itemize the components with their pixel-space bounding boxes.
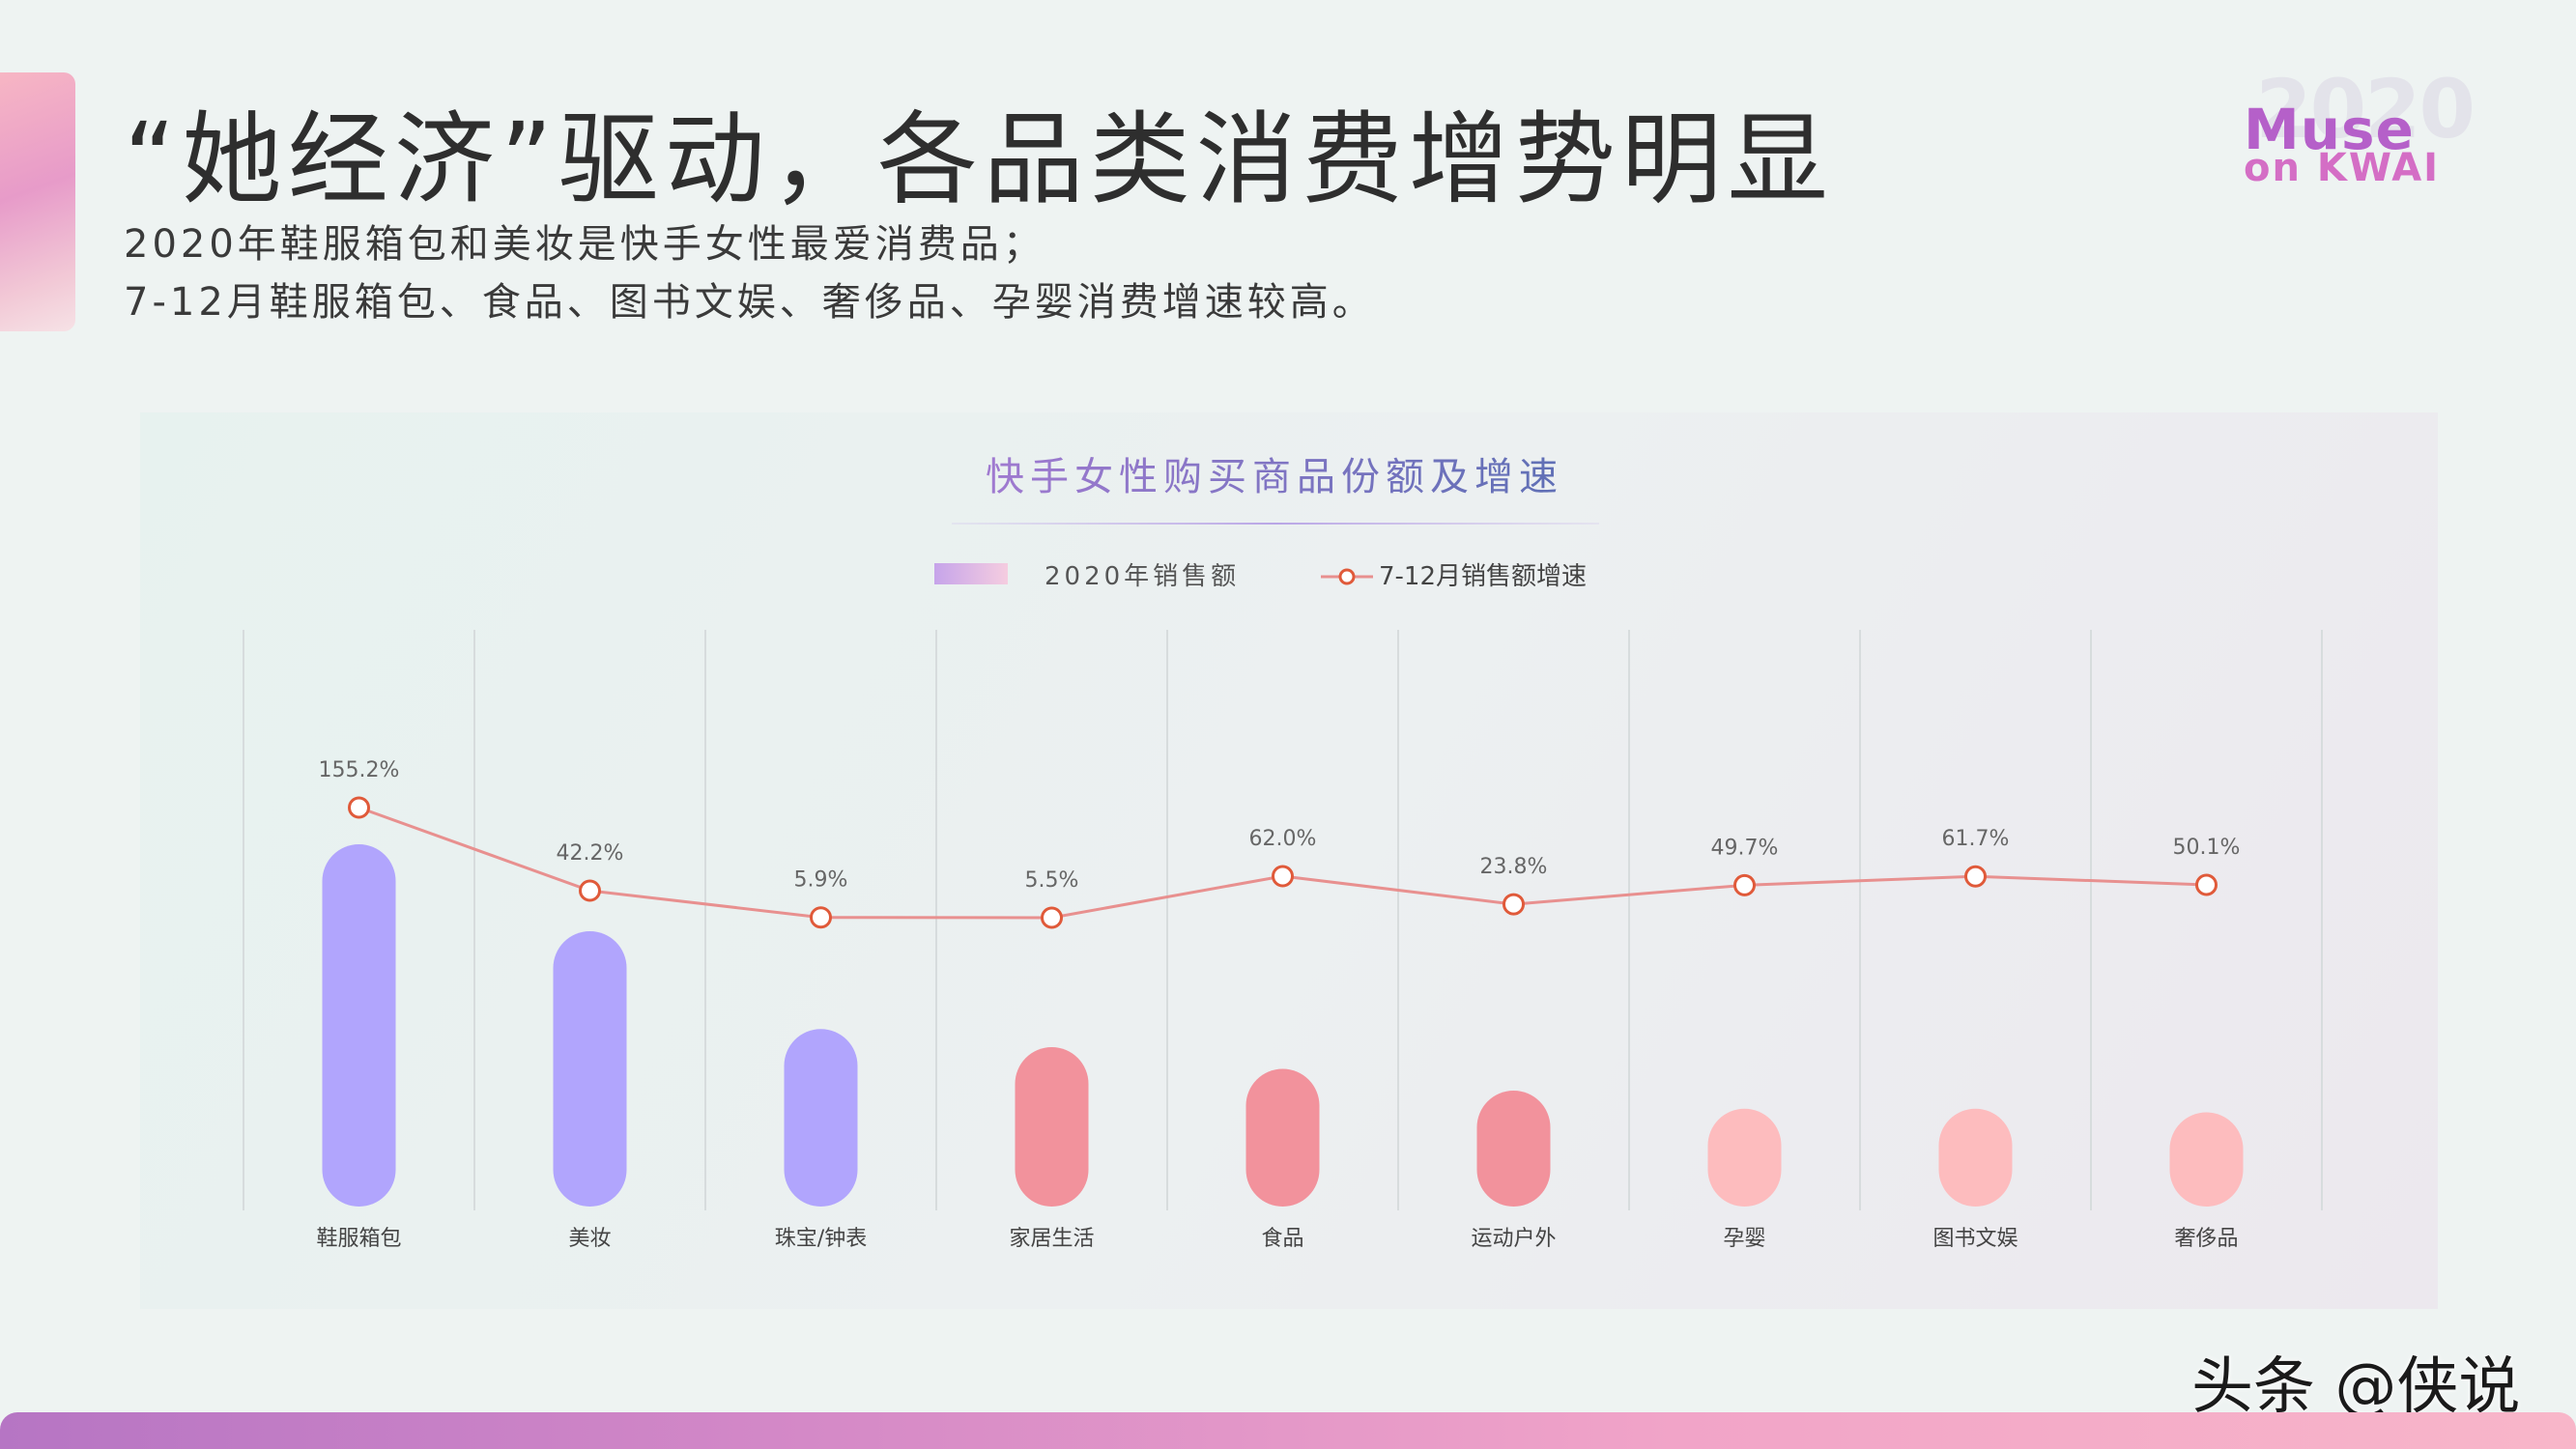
- rate-marker: [1964, 865, 1987, 888]
- rate-marker: [1041, 906, 1063, 929]
- rate-marker: [579, 879, 601, 902]
- rate-data-label: 42.2%: [557, 841, 624, 866]
- rate-data-label: 49.7%: [1711, 836, 1779, 860]
- x-tick-label: 奢侈品: [2174, 1227, 2238, 1251]
- legend-bar-swatch: [934, 563, 1008, 584]
- bar: [553, 931, 627, 1207]
- rate-data-label: 61.7%: [1942, 827, 2010, 851]
- rate-marker: [1272, 865, 1294, 888]
- bar: [1938, 1108, 2013, 1207]
- subtitle-line-1: 2020年鞋服箱包和美妆是快手女性最爱消费品；: [124, 222, 1045, 267]
- bar: [784, 1029, 858, 1207]
- legend-line-marker: [1338, 568, 1356, 585]
- chart-title-underline: [952, 523, 1599, 525]
- rate-data-label: 62.0%: [1249, 827, 1317, 851]
- rate-data-label: 5.9%: [794, 868, 848, 893]
- muse-on-kwai-logo: 2020 Muse on KWAI: [2240, 66, 2481, 191]
- logo-year: 2020: [2255, 62, 2476, 156]
- rate-marker: [2195, 873, 2218, 896]
- bar: [322, 844, 396, 1207]
- bottom-gradient-bar: [0, 1412, 2576, 1449]
- rate-data-label: 155.2%: [319, 758, 400, 782]
- left-accent-decoration: [0, 72, 75, 331]
- x-tick-label: 珠宝/钟表: [775, 1227, 867, 1251]
- bar: [1245, 1068, 1320, 1207]
- watermark: 头条 @侠说: [2191, 1351, 2521, 1423]
- x-tick-label: 运动户外: [1471, 1227, 1556, 1251]
- chart-panel: 快手女性购买商品份额及增速 2020年销售额 7-12月销售额增速 155.2%…: [140, 412, 2438, 1309]
- rate-data-label: 23.8%: [1480, 855, 1548, 879]
- x-tick-label: 鞋服箱包: [316, 1227, 401, 1251]
- bar: [1015, 1047, 1089, 1207]
- rate-marker: [810, 906, 832, 929]
- page-subtitle: 2020年鞋服箱包和美妆是快手女性最爱消费品； 7-12月鞋服箱包、食品、图书文…: [124, 215, 1375, 331]
- logo-kwai-text: on KWAI: [2244, 146, 2441, 190]
- rate-data-label: 5.5%: [1025, 868, 1079, 893]
- category-chart: 快手女性购买商品份额及增速 2020年销售额 7-12月销售额增速 155.2%…: [243, 455, 2323, 1251]
- x-tick-label: 食品: [1261, 1227, 1303, 1251]
- legend-line-label: 7-12月销售额增速: [1379, 562, 1587, 591]
- x-tick-label: 家居生活: [1009, 1227, 1094, 1251]
- bar: [2169, 1112, 2244, 1207]
- x-tick-label: 美妆: [568, 1227, 611, 1251]
- legend-bar-label: 2020年销售额: [1045, 562, 1240, 591]
- growth-rate-line: [358, 806, 2207, 920]
- x-tick-label: 图书文娱: [1932, 1227, 2018, 1251]
- rate-marker: [1733, 873, 1756, 896]
- bar: [1707, 1108, 1782, 1207]
- rate-marker: [348, 796, 370, 819]
- rate-data-label: 50.1%: [2173, 836, 2241, 860]
- page-title: “她经济”驱动，各品类消费增势明显: [124, 100, 1834, 218]
- chart-title: 快手女性购买商品份额及增速: [986, 455, 1563, 499]
- rate-marker: [1503, 893, 1525, 916]
- subtitle-line-2: 7-12月鞋服箱包、食品、图书文娱、奢侈品、孕婴消费增速较高。: [124, 280, 1375, 325]
- x-tick-label: 孕婴: [1723, 1227, 1765, 1251]
- logo-muse-text: Muse: [2244, 97, 2415, 162]
- bar: [1476, 1091, 1551, 1207]
